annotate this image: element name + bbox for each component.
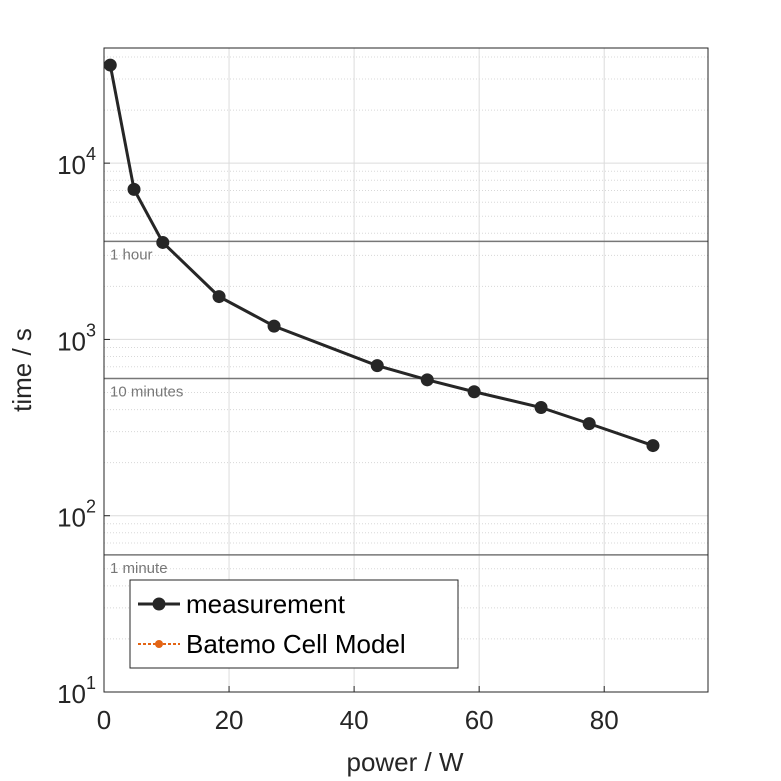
x-tick-label: 60: [465, 705, 494, 735]
legend-marker: [155, 640, 163, 648]
reference-label: 10 minutes: [110, 384, 183, 401]
y-axis-label: time / s: [7, 328, 37, 412]
y-tick-label: 102: [57, 496, 96, 532]
legend-marker: [152, 597, 166, 611]
axes-box: [103, 47, 709, 693]
x-tick-label: 0: [97, 705, 111, 735]
y-tick-label: 104: [57, 144, 96, 180]
point: [467, 385, 481, 399]
point: [212, 290, 226, 304]
legend-label: Batemo Cell Model: [186, 629, 406, 659]
legend-label: measurement: [186, 589, 346, 619]
point: [156, 235, 170, 249]
point: [646, 439, 660, 453]
legend-box: [129, 579, 459, 669]
x-tick-label: 80: [590, 705, 619, 735]
point: [534, 401, 548, 415]
y-tick-label: 101: [57, 673, 96, 709]
point: [370, 359, 384, 373]
reference-label: 1 hour: [110, 246, 153, 263]
point: [420, 373, 434, 387]
y-tick-label: 103: [57, 320, 96, 356]
point: [582, 417, 596, 431]
x-tick-label: 40: [340, 705, 369, 735]
point: [127, 182, 141, 196]
x-axis-label: power / W: [346, 747, 463, 777]
point: [103, 58, 117, 72]
reference-label: 1 minute: [110, 560, 168, 577]
point: [267, 319, 281, 333]
x-tick-label: 20: [215, 705, 244, 735]
